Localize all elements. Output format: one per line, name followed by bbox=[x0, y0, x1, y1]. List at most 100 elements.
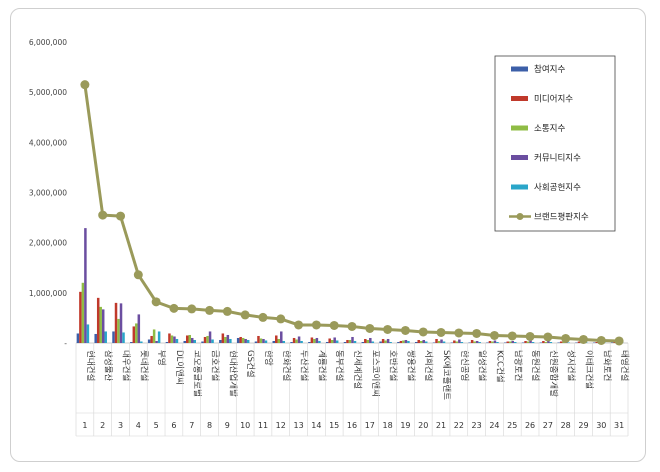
bar bbox=[254, 341, 258, 343]
bar bbox=[275, 335, 278, 343]
line-point bbox=[418, 327, 428, 337]
bar bbox=[557, 342, 560, 343]
legend-label: 사회공헌지수 bbox=[534, 183, 581, 193]
x-category-label: KCC건설 bbox=[494, 350, 505, 383]
bar bbox=[229, 338, 232, 343]
bar bbox=[539, 342, 543, 343]
x-rank-label: 25 bbox=[507, 421, 517, 430]
line-point bbox=[311, 320, 321, 330]
x-category-label: 코오롱글로벌 bbox=[192, 350, 203, 397]
x-rank-label: 17 bbox=[365, 421, 375, 430]
bar bbox=[514, 342, 517, 343]
bar bbox=[521, 342, 525, 343]
bar bbox=[76, 333, 80, 343]
line-point bbox=[489, 330, 499, 340]
x-category-label: 이테크건설 bbox=[583, 350, 594, 389]
bar bbox=[402, 340, 405, 343]
bar bbox=[246, 339, 250, 343]
bar bbox=[224, 336, 227, 343]
bar bbox=[185, 335, 189, 343]
bar bbox=[190, 337, 194, 343]
legend-box bbox=[494, 55, 616, 232]
x-category-label: 포스코이앤씨 bbox=[370, 350, 381, 397]
line-point bbox=[561, 333, 571, 343]
legend-label: 커뮤니티지수 bbox=[534, 153, 581, 164]
x-category-label: 태영건설 bbox=[619, 350, 630, 381]
y-tick-label: 6,000,000 bbox=[29, 38, 67, 47]
bar bbox=[432, 342, 436, 343]
bar bbox=[333, 337, 336, 343]
bar bbox=[496, 342, 499, 343]
bar bbox=[219, 339, 222, 343]
bar bbox=[422, 339, 425, 343]
bar bbox=[361, 342, 365, 343]
x-category-label: 일성건설 bbox=[477, 350, 488, 381]
bar bbox=[610, 342, 614, 343]
bar bbox=[272, 340, 276, 343]
bar bbox=[221, 333, 225, 343]
bar bbox=[130, 342, 133, 343]
bar bbox=[290, 342, 293, 343]
bar bbox=[414, 342, 418, 343]
line-point bbox=[383, 324, 393, 334]
bar bbox=[577, 341, 581, 343]
bar bbox=[173, 336, 176, 343]
bar bbox=[239, 336, 242, 343]
bar bbox=[343, 342, 347, 343]
bar bbox=[386, 338, 390, 343]
bar bbox=[486, 342, 489, 343]
x-rank-label: 5 bbox=[154, 421, 159, 430]
line-point bbox=[294, 320, 304, 330]
x-category-label: 신원종합개발 bbox=[548, 350, 559, 397]
bar bbox=[470, 339, 474, 343]
bar bbox=[132, 326, 136, 343]
bar bbox=[381, 338, 385, 343]
bar bbox=[81, 282, 85, 343]
bar bbox=[567, 342, 570, 343]
x-category-label: 한신공영 bbox=[459, 350, 470, 381]
bar bbox=[455, 341, 459, 343]
bar bbox=[119, 303, 123, 343]
x-category-label: GS건설 bbox=[245, 350, 256, 378]
bar bbox=[297, 336, 301, 343]
x-category-label: 남화토건 bbox=[601, 350, 612, 381]
bar bbox=[417, 339, 420, 343]
bar bbox=[264, 340, 268, 343]
bar bbox=[453, 340, 456, 343]
bar bbox=[491, 341, 494, 343]
line-point bbox=[240, 310, 250, 320]
legend-swatch bbox=[511, 96, 528, 101]
x-category-label: 신세계건설 bbox=[352, 350, 363, 389]
bar bbox=[364, 338, 367, 343]
x-category-label: SK에코플랜트 bbox=[441, 350, 452, 400]
legend-label: 참여지수 bbox=[534, 64, 565, 75]
line-point bbox=[578, 334, 588, 344]
bar bbox=[122, 332, 125, 343]
bar bbox=[346, 339, 349, 343]
x-rank-label: 21 bbox=[436, 421, 446, 430]
y-tick-label: 3,000,000 bbox=[29, 189, 67, 198]
bar bbox=[165, 342, 169, 343]
bar bbox=[509, 341, 512, 343]
bar bbox=[318, 340, 321, 343]
y-tick-label: 5,000,000 bbox=[29, 88, 67, 97]
line-point bbox=[472, 328, 482, 338]
bar bbox=[168, 333, 171, 343]
line-point bbox=[543, 332, 553, 342]
bar bbox=[313, 338, 316, 343]
bar bbox=[310, 337, 314, 343]
x-category-label: 성지건설 bbox=[566, 350, 577, 381]
bar bbox=[475, 340, 479, 343]
x-rank-label: 31 bbox=[614, 421, 624, 430]
line-point bbox=[507, 331, 517, 341]
x-category-label: 동원건설 bbox=[530, 350, 541, 381]
x-rank-label: 4 bbox=[136, 421, 141, 430]
bar bbox=[308, 342, 311, 343]
bar bbox=[292, 337, 296, 343]
bar bbox=[547, 340, 550, 343]
line-point bbox=[614, 336, 624, 346]
bar bbox=[99, 306, 102, 343]
bar bbox=[315, 337, 319, 343]
bar bbox=[397, 342, 400, 343]
